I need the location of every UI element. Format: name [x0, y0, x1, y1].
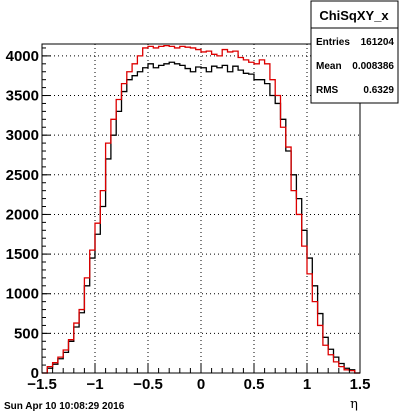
- x-axis-label: η: [350, 397, 358, 412]
- entries-value: 161204: [361, 37, 395, 48]
- y-tick-label: 500: [14, 325, 39, 342]
- rms-label: RMS: [316, 85, 339, 96]
- x-tick-label: 1: [303, 376, 311, 393]
- y-tick-label: 2000: [6, 206, 39, 223]
- y-tick-label: 3000: [6, 127, 39, 144]
- x-tick-labels: −1.5 −1 −0.5 0 0.5 1 1.5: [27, 376, 370, 393]
- mean-label: Mean: [316, 61, 342, 72]
- stats-box: ChiSqXY_x Entries 161204 Mean 0.008386 R…: [310, 0, 399, 104]
- x-tick-label: 0.5: [244, 376, 265, 393]
- footer-timestamp: Sun Apr 10 10:08:29 2016: [4, 401, 125, 412]
- stats-box-frame: [310, 0, 399, 104]
- x-tick-label: −1: [86, 376, 103, 393]
- y-tick-label: 1500: [6, 246, 39, 263]
- axis-ticks: [41, 47, 361, 374]
- x-tick-label: −1.5: [27, 376, 57, 393]
- y-tick-label: 4000: [6, 48, 39, 65]
- histogram-series-line-1: [42, 44, 360, 374]
- y-tick-label: 0: [31, 365, 39, 382]
- y-tick-label: 1000: [6, 286, 39, 303]
- stats-title: ChiSqXY_x: [319, 8, 389, 23]
- x-tick-label: 1.5: [350, 376, 371, 393]
- y-tick-label: 2500: [6, 167, 39, 184]
- x-tick-label: 0: [197, 376, 205, 393]
- y-tick-labels: 0 500 1000 1500 2000 2500 3000 3500 4000: [6, 48, 39, 382]
- y-tick-label: 3500: [6, 88, 39, 105]
- histogram-series: [42, 44, 360, 374]
- entries-label: Entries: [316, 37, 350, 48]
- x-tick-label: −0.5: [133, 376, 163, 393]
- rms-value: 0.6329: [363, 85, 394, 96]
- mean-value: 0.008386: [352, 61, 394, 72]
